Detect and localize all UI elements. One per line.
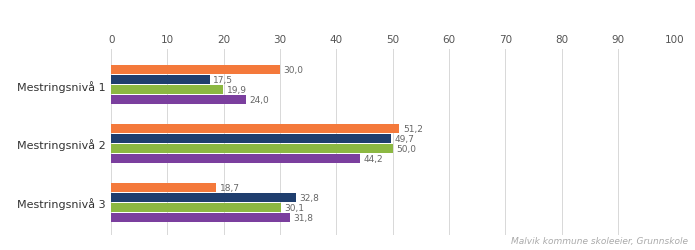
- Bar: [111, 203, 281, 212]
- Text: 51,2: 51,2: [403, 124, 423, 134]
- Text: 50,0: 50,0: [396, 144, 416, 154]
- Text: 18,7: 18,7: [220, 183, 240, 192]
- Bar: [111, 66, 280, 75]
- Text: 30,0: 30,0: [284, 66, 304, 75]
- Bar: [111, 144, 393, 153]
- Bar: [111, 86, 223, 95]
- Bar: [111, 183, 216, 192]
- Text: Malvik kommune skoleeier, Grunnskole: Malvik kommune skoleeier, Grunnskole: [511, 236, 688, 245]
- Text: 44,2: 44,2: [363, 154, 383, 164]
- Text: 24,0: 24,0: [250, 96, 270, 105]
- Bar: [111, 154, 360, 163]
- Bar: [111, 96, 246, 104]
- Text: 19,9: 19,9: [227, 86, 247, 95]
- Bar: [111, 76, 210, 85]
- Text: 49,7: 49,7: [394, 134, 414, 143]
- Bar: [111, 213, 291, 222]
- Bar: [111, 124, 400, 134]
- Text: 32,8: 32,8: [300, 193, 319, 202]
- Text: 17,5: 17,5: [213, 76, 233, 85]
- Bar: [111, 193, 296, 202]
- Text: 30,1: 30,1: [284, 203, 304, 212]
- Text: 31,8: 31,8: [293, 213, 313, 222]
- Bar: [111, 134, 391, 143]
- Legend: 2007-08, 2008-09, 2009-10, 2010-11: 2007-08, 2008-09, 2009-10, 2010-11: [227, 0, 559, 4]
